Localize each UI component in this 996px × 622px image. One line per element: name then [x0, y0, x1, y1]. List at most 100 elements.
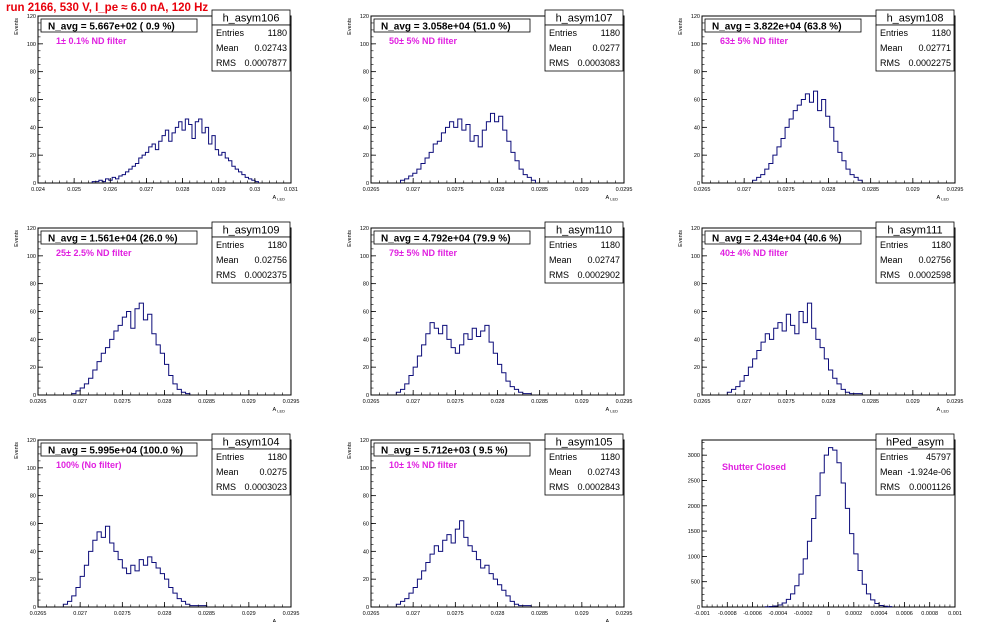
x-tick-label: 0.028	[158, 399, 172, 405]
y-tick-label: 100	[360, 42, 369, 48]
filter-note: 100% (No filter)	[56, 460, 122, 470]
stats-label-rms: RMS	[880, 58, 900, 68]
stats-value-mean: 0.02756	[254, 255, 287, 265]
x-tick-label: 0.0295	[947, 187, 964, 193]
stats-box	[544, 448, 624, 496]
stats-value-rms: 0.0002902	[577, 270, 620, 280]
y-tick-label: 120	[360, 438, 369, 444]
stats-label-entries: Entries	[880, 240, 909, 250]
stats-value-rms: 0.0002843	[577, 482, 620, 492]
stats-box	[211, 236, 291, 284]
y-axis-label: Events	[14, 18, 20, 35]
stats-value-entries: 45797	[926, 452, 951, 462]
y-tick-label: 0	[697, 181, 700, 187]
y-tick-label: 0	[366, 605, 369, 611]
stats-label-entries: Entries	[880, 28, 909, 38]
stats-label-rms: RMS	[216, 58, 236, 68]
y-axis-label: Events	[347, 230, 353, 247]
y-tick-label: 120	[27, 226, 36, 232]
stats-title: h_asym111	[887, 225, 942, 237]
y-tick-label: 120	[360, 226, 369, 232]
histogram-panel-h_asym106: 0 20 40 60 80 100 120 0.024 0.025 0.026 0.027 0.028…	[14, 9, 298, 202]
y-tick-label: 0	[366, 393, 369, 399]
navg-box	[373, 442, 531, 457]
stats-value-entries: 1180	[601, 452, 620, 462]
x-tick-label: 0.027	[406, 611, 420, 617]
histogram-panel-h_asym109: 0 20 40 60 80 100 120 0.0265 0.027 0.0275 0.028 0.0…	[14, 221, 299, 414]
stats-value-entries: 1180	[932, 28, 951, 38]
stats-value-rms: 0.0002375	[244, 270, 287, 280]
x-tick-label: 0.0295	[616, 187, 633, 193]
x-tick-label: 0.0265	[363, 187, 380, 193]
x-axis-label: ALED	[273, 407, 286, 414]
x-tick-label: 0.0285	[531, 611, 548, 617]
y-tick-label: 20	[694, 365, 700, 371]
y-axis-label: Events	[678, 18, 684, 35]
y-tick-label: 0	[366, 181, 369, 187]
x-tick-label: 0.028	[491, 187, 505, 193]
y-tick-label: 80	[694, 70, 700, 76]
x-tick-label: 0.0285	[862, 399, 879, 405]
stats-value-entries: 1180	[601, 240, 620, 250]
stats-box	[211, 24, 291, 72]
stats-label-mean: Mean	[549, 43, 572, 53]
x-tick-label: 0.028	[822, 399, 836, 405]
filter-note: Shutter Closed	[722, 462, 786, 472]
stats-title: h_asym109	[223, 225, 280, 237]
stats-value-mean: -1.924e-06	[907, 467, 951, 477]
y-tick-label: 40	[30, 337, 36, 343]
y-tick-label: 100	[360, 466, 369, 472]
y-tick-label: 20	[30, 365, 36, 371]
x-tick-label: 0.0275	[447, 187, 464, 193]
y-tick-label: 60	[363, 522, 369, 528]
stats-label-entries: Entries	[216, 452, 245, 462]
y-tick-label: 2000	[688, 504, 700, 510]
stats-label-rms: RMS	[216, 270, 236, 280]
x-tick-label: 0.027	[737, 187, 751, 193]
x-tick-label: 0.0285	[198, 611, 215, 617]
filter-note: 10± 1% ND filter	[389, 460, 457, 470]
histogram-series	[91, 118, 259, 183]
x-tick-label: 0.0004	[871, 611, 888, 617]
stats-value-rms: 0.0002275	[908, 58, 951, 68]
stats-label-entries: Entries	[549, 28, 578, 38]
y-tick-label: 120	[691, 226, 700, 232]
y-tick-label: 60	[30, 522, 36, 528]
x-tick-label: 0.026	[103, 187, 117, 193]
y-tick-label: 100	[27, 254, 36, 260]
y-tick-label: 120	[27, 14, 36, 20]
x-tick-label: -0.0004	[769, 611, 788, 617]
y-tick-label: 20	[30, 577, 36, 583]
y-tick-label: 120	[360, 14, 369, 20]
x-tick-label: 0.0265	[363, 399, 380, 405]
y-tick-label: 3000	[688, 453, 700, 459]
stats-value-mean: 0.0277	[592, 43, 620, 53]
x-tick-label: -0.0006	[743, 611, 762, 617]
y-axis-label: Events	[14, 442, 20, 459]
histogram-panel-h_asym104: 0 20 40 60 80 100 120 0.0265 0.027 0.0275 0.028 0.0…	[14, 433, 299, 622]
y-tick-label: 60	[694, 310, 700, 316]
histogram-panel-h_asym108: 0 20 40 60 80 100 120 0.0265 0.027 0.0275 0.028 0.0…	[678, 9, 964, 202]
stats-value-entries: 1180	[601, 28, 620, 38]
navg-box	[704, 18, 862, 33]
stats-value-rms: 0.0002598	[908, 270, 951, 280]
x-tick-label: 0.029	[575, 399, 589, 405]
stats-value-rms: 0.0007877	[244, 58, 287, 68]
y-tick-label: 80	[30, 70, 36, 76]
x-axis-label: ALED	[606, 195, 619, 202]
x-axis-label: ALED	[606, 407, 619, 414]
stats-box	[544, 24, 624, 72]
stats-label-mean: Mean	[216, 43, 239, 53]
x-tick-label: 0.0275	[778, 187, 795, 193]
stats-label-mean: Mean	[216, 467, 239, 477]
stats-value-mean: 0.02747	[587, 255, 620, 265]
stats-value-entries: 1180	[268, 240, 287, 250]
x-tick-label: 0.0265	[30, 611, 47, 617]
navg-label: N_avg = 5.712e+03 ( 9.5 %)	[381, 446, 508, 457]
stats-box	[211, 448, 291, 496]
x-tick-label: 0.0006	[896, 611, 913, 617]
stats-title: h_asym108	[887, 13, 944, 25]
histogram-series	[752, 90, 863, 183]
x-tick-label: 0.0275	[447, 611, 464, 617]
y-tick-label: 40	[30, 125, 36, 131]
